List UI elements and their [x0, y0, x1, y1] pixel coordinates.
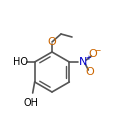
- Text: O: O: [87, 49, 96, 59]
- Text: O: O: [84, 67, 93, 77]
- Text: OH: OH: [23, 98, 38, 108]
- Text: N: N: [78, 57, 87, 67]
- Text: HO: HO: [13, 57, 28, 67]
- Text: −: −: [93, 46, 100, 56]
- Text: +: +: [84, 56, 90, 61]
- Text: O: O: [47, 37, 56, 47]
